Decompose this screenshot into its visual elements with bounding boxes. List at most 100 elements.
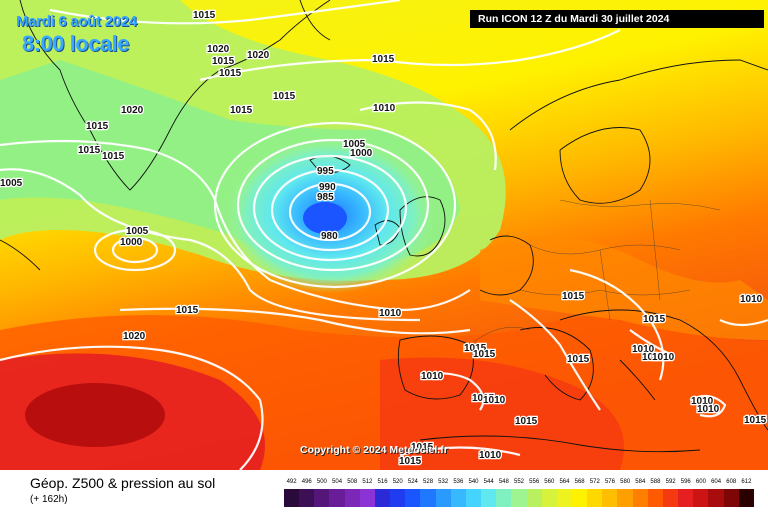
isobar-label: 1020	[247, 50, 270, 61]
color-scale-tick-label: 504	[332, 479, 343, 485]
color-scale-swatch	[602, 489, 618, 507]
color-scale-swatch	[587, 489, 603, 507]
color-scale-tick-label: 600	[695, 479, 706, 485]
color-scale-tick-label: 524	[407, 479, 418, 485]
color-scale-labels: 492 496 500 504 508 512 516 520 524 528 532 536 540 5…	[284, 479, 754, 489]
color-scale-tick-label: 560	[544, 479, 555, 485]
color-scale-swatch	[481, 489, 497, 507]
isobar-label: 1015	[78, 145, 101, 156]
copyright-notice: Copyright © 2024 Meteociel.fr	[300, 444, 448, 456]
color-scale-tick-label: 532	[438, 479, 449, 485]
low-center	[303, 202, 347, 234]
color-scale-tick-label: 564	[559, 479, 570, 485]
color-scale-tick-label: 568	[574, 479, 585, 485]
isobar-label: 1005	[126, 226, 149, 237]
color-scale-swatch	[435, 489, 451, 507]
color-scale-tick-label: 548	[498, 479, 509, 485]
isobar-label: 1010	[373, 103, 396, 114]
color-scale-swatch	[344, 489, 360, 507]
isobar-label: 1000	[120, 237, 143, 248]
isobar-label: 1015	[219, 68, 242, 79]
color-scale-swatch	[678, 489, 694, 507]
isobar-label: 1015	[464, 343, 487, 354]
color-scale-swatch	[708, 489, 724, 507]
isobar-label: 1010	[691, 396, 714, 407]
forecast-time: 8:00 locale	[22, 31, 130, 56]
isobar-label: 1010	[479, 450, 502, 461]
color-scale-tick-label: 556	[529, 479, 540, 485]
color-scale-tick-label: 500	[316, 479, 327, 485]
isobar-label: 1015	[562, 291, 585, 302]
isobar-label: 1010	[483, 395, 506, 406]
color-scale-tick-label: 544	[483, 479, 494, 485]
isobar-lines	[0, 0, 768, 470]
color-scale-tick-label: 540	[468, 479, 479, 485]
color-scale-swatch	[541, 489, 557, 507]
color-scale-swatch	[556, 489, 572, 507]
color-scale-swatch	[571, 489, 588, 507]
color-scale-tick-label: 520	[392, 479, 403, 485]
isobar-label: 985	[317, 192, 334, 203]
isobar-label: 980	[321, 231, 338, 242]
color-scale-tick-label: 608	[726, 479, 737, 485]
isobar-label: 1015	[102, 151, 125, 162]
color-scale-tick-label: 508	[347, 479, 358, 485]
isobar-label: 1015	[411, 442, 434, 453]
isobar-label: 1015	[212, 56, 235, 67]
color-scale-tick-label: 592	[665, 479, 676, 485]
color-scale-swatch	[617, 489, 633, 507]
isobar-label: 1015	[193, 10, 216, 21]
isobar-label: 1020	[121, 105, 144, 116]
isobar-label: 1010	[652, 352, 675, 363]
isobar-label: 990	[319, 182, 336, 193]
isobar-label: 1005	[0, 178, 23, 189]
isobar-label: 1015	[473, 349, 496, 360]
isobar-label: 1015	[399, 456, 422, 467]
color-scale-tick-label: 584	[635, 479, 646, 485]
color-scale-tick-label: 536	[453, 479, 464, 485]
isobar-label: 1015	[86, 121, 109, 132]
color-scale-tick-label: 612	[741, 479, 752, 485]
color-scale-swatch	[284, 489, 300, 507]
color-scale-tick-label: 512	[362, 479, 373, 485]
isobar-label: 1010	[421, 371, 444, 382]
forecast-date: Mardi 6 août 2024	[16, 13, 137, 30]
isobar-label: 1020	[207, 44, 230, 55]
color-scale-swatch	[723, 489, 739, 507]
country-borders	[469, 199, 721, 346]
color-scale-tick-label: 552	[513, 479, 525, 485]
model-run-label: Run ICON 12 Z du Mardi 30 juillet 2024	[470, 10, 764, 28]
lead-time: (+ 162h)	[30, 494, 68, 505]
color-scale-tick-label: 576	[604, 479, 615, 485]
color-scale-tick-label: 588	[650, 479, 661, 485]
color-scale-tick-label: 580	[620, 479, 631, 485]
color-scale-tick-label: 596	[680, 479, 691, 485]
isobar-label: 1015	[273, 91, 296, 102]
isobar-label: 1015	[230, 105, 253, 116]
isobar-label: 1015	[567, 354, 590, 365]
color-scale-swatch	[405, 489, 421, 507]
color-scale-swatch	[632, 489, 648, 507]
isobar-labels: 1015 1020 1015 1015 1020 1015 1015 1015 …	[0, 9, 768, 469]
hot-core	[25, 383, 165, 447]
weather-map: 1015 1020 1015 1015 1020 1015 1015 1015 …	[0, 0, 768, 470]
color-scale-tick-label: 528	[423, 479, 434, 485]
isobar-label: 1015	[515, 416, 538, 427]
color-scale-bar	[284, 489, 754, 507]
isobar-label: 1015	[744, 415, 767, 426]
isobar-label: 1015	[643, 314, 666, 325]
color-scale-swatch	[314, 489, 330, 507]
color-scale-swatch	[420, 489, 436, 507]
color-scale-swatch	[374, 489, 391, 507]
orange-zone-europe	[480, 237, 768, 340]
isobar-label: 1010	[740, 294, 763, 305]
color-scale-tick-label: 496	[301, 479, 312, 485]
product-title: Géop. Z500 & pression au sol	[30, 475, 216, 491]
isobar-label: 1015	[472, 393, 495, 404]
color-scale-swatch	[662, 489, 679, 507]
color-scale-tick-label: 604	[711, 479, 722, 485]
color-scale-swatch	[359, 489, 375, 507]
isobar-label: 1010	[697, 404, 720, 415]
color-scale-swatch	[390, 489, 406, 507]
